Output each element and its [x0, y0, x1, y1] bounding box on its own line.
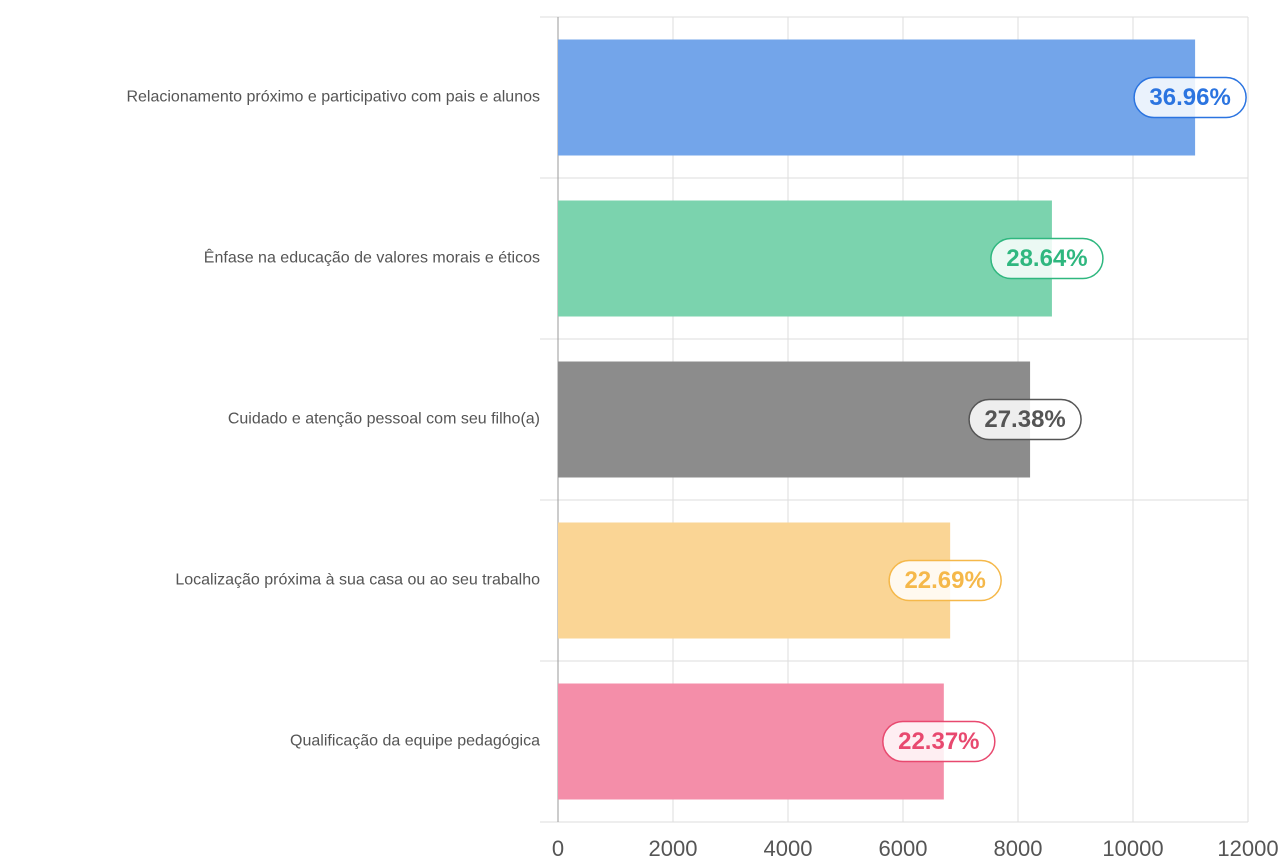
category-label: Relacionamento próximo e participativo c…: [126, 89, 540, 106]
bar: [558, 39, 1196, 156]
bar: [558, 522, 951, 639]
category-label: Localização próxima à sua casa ou ao seu…: [175, 572, 540, 589]
bar: [558, 200, 1052, 317]
data-label-pill: [888, 559, 1002, 602]
data-label: 27.38%: [984, 406, 1065, 433]
data-label-pill: [882, 720, 996, 763]
data-label: 22.37%: [898, 728, 979, 755]
x-tick-label: 6000: [879, 836, 928, 861]
data-label: 36.96%: [1149, 84, 1230, 111]
data-label-pill: [990, 237, 1104, 280]
x-tick-label: 8000: [994, 836, 1043, 861]
x-tick-label: 0: [552, 836, 564, 861]
bar: [558, 683, 944, 800]
bar: [558, 361, 1031, 478]
x-tick-label: 2000: [649, 836, 698, 861]
data-label-pill: [968, 398, 1082, 441]
category-label: Ênfase na educação de valores morais e é…: [204, 248, 540, 267]
category-label: Cuidado e atenção pessoal com seu filho(…: [228, 411, 540, 428]
data-label: 28.64%: [1006, 245, 1087, 272]
data-label: 22.69%: [904, 567, 985, 594]
x-tick-label: 4000: [764, 836, 813, 861]
x-tick-label: 10000: [1102, 836, 1163, 861]
data-label-pill: [1133, 76, 1247, 119]
category-label: Qualificação da equipe pedagógica: [290, 733, 540, 750]
x-tick-label: 12000: [1217, 836, 1278, 861]
